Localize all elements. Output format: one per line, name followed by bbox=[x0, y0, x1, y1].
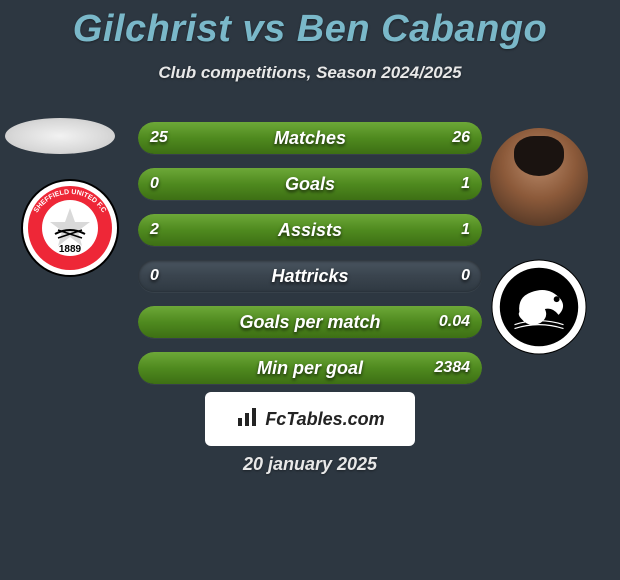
watermark-text: FcTables.com bbox=[265, 409, 384, 430]
stat-value-right: 1 bbox=[461, 168, 470, 200]
comparison-title: Gilchrist vs Ben Cabango bbox=[0, 0, 620, 51]
stat-row-goals: 0 Goals 1 bbox=[138, 168, 482, 200]
stat-label: Hattricks bbox=[138, 260, 482, 292]
badge-year: 1889 bbox=[59, 244, 82, 255]
stat-value-right: 26 bbox=[452, 122, 470, 154]
left-player-avatar bbox=[5, 118, 115, 154]
stat-value-right: 0.04 bbox=[439, 306, 470, 338]
stat-value-right: 1 bbox=[461, 214, 470, 246]
stat-label: Goals per match bbox=[138, 306, 482, 338]
stat-label: Matches bbox=[138, 122, 482, 154]
watermark[interactable]: FcTables.com bbox=[205, 392, 415, 446]
comparison-subtitle: Club competitions, Season 2024/2025 bbox=[0, 63, 620, 83]
right-player-avatar bbox=[490, 128, 588, 226]
stat-row-goals-per-match: Goals per match 0.04 bbox=[138, 306, 482, 338]
stat-row-min-per-goal: Min per goal 2384 bbox=[138, 352, 482, 384]
stat-row-hattricks: 0 Hattricks 0 bbox=[138, 260, 482, 292]
stats-bars: 25 Matches 26 0 Goals 1 2 Assists 1 0 Ha… bbox=[138, 122, 482, 398]
stat-label: Assists bbox=[138, 214, 482, 246]
snapshot-date: 20 january 2025 bbox=[0, 454, 620, 475]
stat-row-matches: 25 Matches 26 bbox=[138, 122, 482, 154]
stat-value-right: 0 bbox=[461, 260, 470, 292]
chart-icon bbox=[235, 405, 259, 434]
stat-value-right: 2384 bbox=[434, 352, 470, 384]
stat-label: Min per goal bbox=[138, 352, 482, 384]
stat-row-assists: 2 Assists 1 bbox=[138, 214, 482, 246]
stat-label: Goals bbox=[138, 168, 482, 200]
right-club-badge: SWANSEA CITY AFC bbox=[490, 258, 588, 356]
left-club-badge: 1889 SHEFFIELD UNITED F.C bbox=[20, 178, 120, 278]
